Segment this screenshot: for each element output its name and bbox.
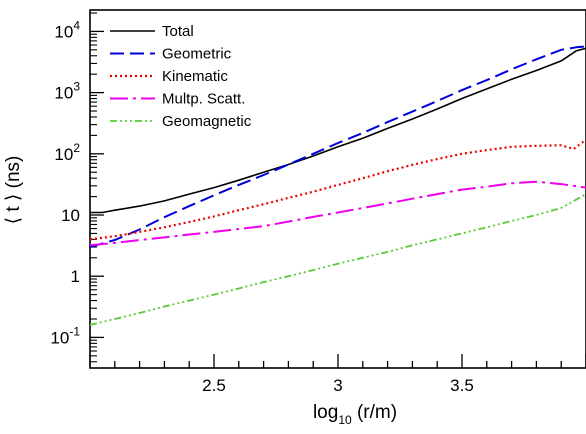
y-tick-label: 10-1 (50, 324, 80, 347)
x-tick-label: 2.5 (202, 376, 226, 395)
x-tick-label: 3.5 (450, 376, 474, 395)
x-axis-title-sub: 10 (338, 413, 352, 427)
legend-label: Multp. Scatt. (162, 91, 245, 108)
y-tick-label: 104 (54, 18, 80, 41)
series-line-kinematic (90, 138, 586, 241)
x-axis-title-tail: (r/m) (352, 402, 397, 423)
legend-label: Geomagnetic (162, 113, 252, 130)
y-axis-title: ⟨ t ⟩ (ns) (3, 156, 24, 225)
x-tick-label: 3 (333, 376, 342, 395)
legend-label: Total (162, 23, 194, 40)
x-axis-title-main: log (313, 402, 338, 423)
legend-label: Kinematic (162, 68, 228, 85)
y-tick-label: 103 (54, 80, 80, 103)
series-line-geomagnetic (90, 193, 586, 326)
plot-frame (89, 9, 586, 369)
y-tick-label: 10 (61, 206, 80, 225)
x-axis-title: log10 (r/m) (313, 402, 397, 427)
y-tick-label: 1 (71, 267, 80, 286)
legend-label: Geometric (162, 46, 232, 63)
series-line-multp-scatt (90, 180, 586, 247)
series-line-total (90, 47, 586, 214)
series-line-geometric (90, 45, 586, 248)
y-tick-label: 102 (54, 141, 80, 164)
